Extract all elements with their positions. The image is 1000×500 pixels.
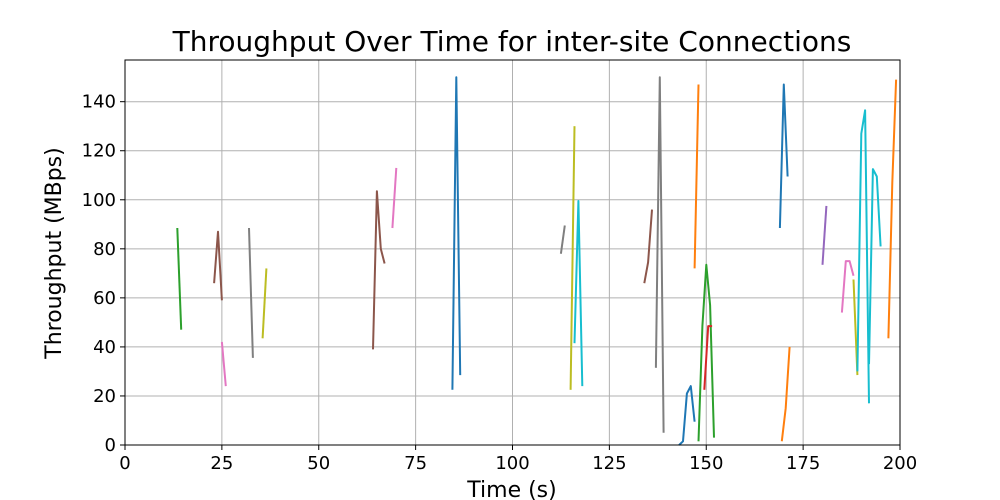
x-tick-label: 150 <box>689 453 723 474</box>
series-line-15 <box>693 84 700 269</box>
series-line-23 <box>856 109 870 404</box>
y-axis-label: Throughput (MBps) <box>42 147 67 359</box>
y-tick-label: 60 <box>93 288 116 309</box>
series-line-14 <box>678 385 696 446</box>
y-tick-label: 120 <box>82 141 116 162</box>
series-line-6 <box>372 190 386 350</box>
series-line-20 <box>821 205 828 265</box>
series-line-10 <box>569 126 576 390</box>
series-line-4 <box>248 227 254 358</box>
x-tick-label: 25 <box>210 453 233 474</box>
x-tick-label: 50 <box>307 453 330 474</box>
series-line-9 <box>559 225 566 254</box>
series-line-1 <box>176 227 183 330</box>
x-tick-label: 100 <box>495 453 529 474</box>
series-line-21 <box>840 260 855 313</box>
x-tick-label: 125 <box>592 453 626 474</box>
x-axis: 0 25 50 75 100 125 150 175 200 <box>119 445 917 474</box>
series-line-25 <box>887 79 898 339</box>
x-tick-label: 75 <box>404 453 427 474</box>
x-tick-label: 175 <box>786 453 820 474</box>
y-tick-label: 140 <box>82 92 116 113</box>
series-line-17 <box>703 325 713 390</box>
series-line-11 <box>573 200 584 387</box>
y-tick-label: 100 <box>82 190 116 211</box>
series-line-5 <box>261 268 268 339</box>
y-tick-label: 20 <box>93 386 116 407</box>
series-line-19 <box>780 346 791 442</box>
series-line-12 <box>643 209 653 284</box>
chart-title: Throughput Over Time for inter-site Conn… <box>172 25 852 58</box>
x-tick-label: 0 <box>119 453 130 474</box>
y-tick-label: 80 <box>93 239 116 260</box>
series-line-13 <box>654 76 665 433</box>
y-tick-label: 40 <box>93 337 116 358</box>
y-axis: 0 20 40 60 80 100 120 140 <box>82 92 125 456</box>
series-line-7 <box>391 167 398 229</box>
x-axis-label: Time (s) <box>466 478 556 500</box>
series-line-3 <box>220 341 227 387</box>
series-line-2 <box>213 230 223 301</box>
series-line-24 <box>868 168 882 365</box>
series-layer <box>176 76 898 446</box>
series-line-8 <box>451 76 462 390</box>
y-tick-label: 0 <box>105 435 116 456</box>
series-line-18 <box>778 83 789 229</box>
x-tick-label: 200 <box>883 453 917 474</box>
series-line-16 <box>697 263 715 442</box>
